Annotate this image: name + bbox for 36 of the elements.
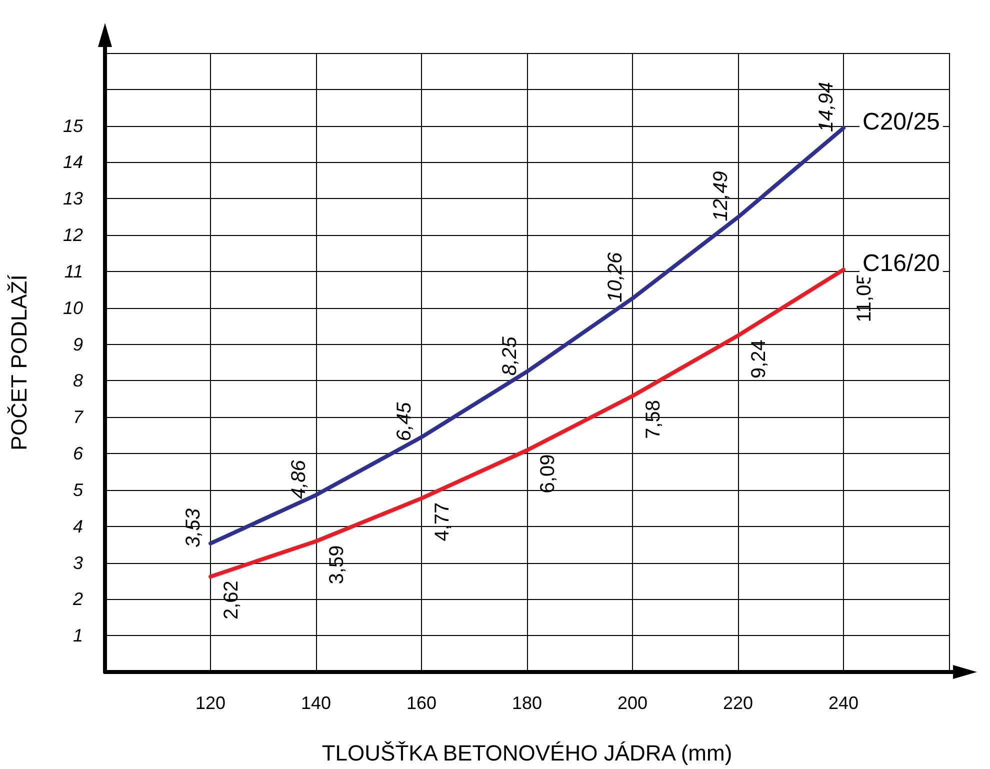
- y-tick-label: 14: [62, 152, 83, 172]
- y-tick-label: 10: [62, 298, 83, 318]
- y-tick-label: 5: [72, 480, 84, 500]
- y-tick-label: 12: [62, 225, 83, 246]
- x-tick-label: 240: [828, 693, 859, 713]
- data-label: 7,58: [642, 400, 664, 439]
- data-label: 4,77: [432, 502, 454, 542]
- y-tick-label: 13: [62, 188, 83, 209]
- y-tick-label: 6: [72, 444, 84, 464]
- series-label: C20/25: [862, 108, 940, 136]
- y-tick-label: 9: [72, 334, 83, 354]
- data-label: 3,53: [182, 508, 204, 548]
- data-label: 10,26: [604, 251, 626, 302]
- y-tick-label: 8: [72, 370, 83, 391]
- data-label: 12,49: [710, 171, 732, 222]
- data-label: 2,62: [220, 580, 242, 620]
- x-axis-title: TLOUŠŤKA BETONOVÉHO JÁDRA (mm): [322, 740, 732, 766]
- data-label: 8,25: [499, 336, 521, 376]
- x-tick-label: 160: [406, 693, 437, 713]
- y-tick-label: 11: [64, 261, 83, 282]
- x-tick-label: 180: [512, 693, 542, 713]
- data-label: 6,45: [394, 401, 416, 442]
- y-tick-label: 1: [72, 626, 83, 646]
- x-tick-label: 120: [195, 693, 226, 713]
- x-tick-label: 200: [617, 693, 648, 713]
- x-tick-label: 140: [300, 693, 332, 713]
- x-tick-label: 220: [722, 693, 754, 713]
- y-tick-label: 4: [72, 516, 83, 536]
- y-tick-label: 3: [72, 552, 83, 573]
- y-tick-label: 2: [72, 589, 83, 610]
- series-label: C16/20: [862, 250, 940, 278]
- y-tick-label: 15: [62, 116, 84, 136]
- data-label: 9,24: [748, 340, 770, 378]
- y-tick-label: 7: [72, 407, 84, 428]
- y-axis-title: POČET PODLAŽÍ: [6, 274, 32, 450]
- data-label: 3,59: [326, 545, 348, 584]
